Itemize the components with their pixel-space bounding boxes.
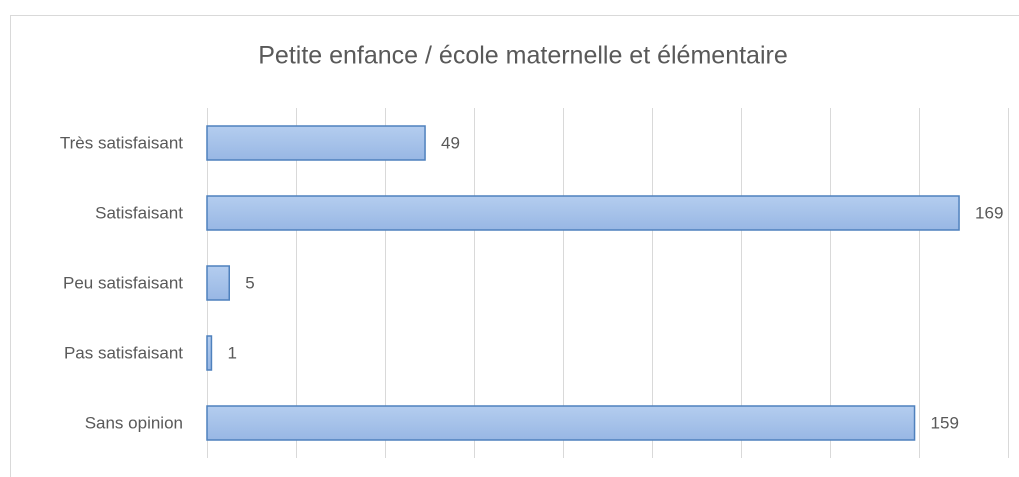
y-tick-label: Très satisfaisant (60, 133, 183, 152)
y-tick-label: Sans opinion (85, 413, 183, 432)
data-label: 49 (441, 133, 460, 152)
y-tick-label: Peu satisfaisant (63, 273, 183, 292)
chart-border (10, 15, 1019, 477)
chart-title: Petite enfance / école maternelle et élé… (258, 42, 787, 70)
y-tick-label: Satisfaisant (95, 203, 183, 222)
data-label: 5 (245, 273, 254, 292)
data-label: 159 (931, 413, 959, 432)
data-label: 1 (227, 343, 236, 362)
bar (206, 125, 426, 161)
y-tick-label: Pas satisfaisant (64, 343, 183, 362)
bar (206, 195, 960, 231)
data-label: 169 (975, 203, 1003, 222)
bar (206, 335, 213, 371)
bar (206, 405, 916, 441)
bar (206, 265, 230, 301)
